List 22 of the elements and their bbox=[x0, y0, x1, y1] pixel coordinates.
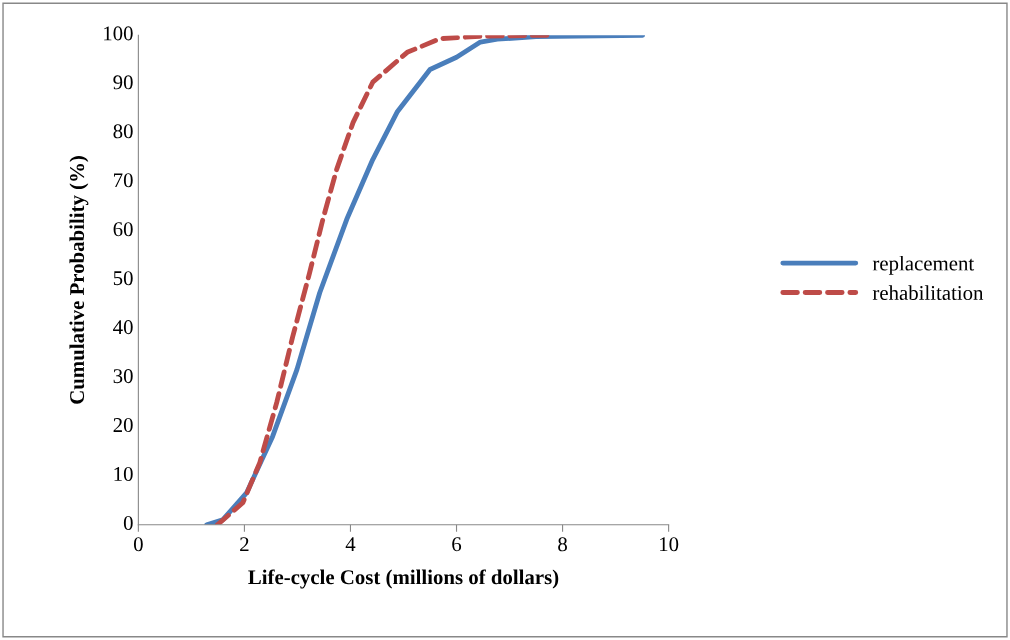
y-tick-label: 40 bbox=[113, 320, 133, 335]
x-tick-label: 6 bbox=[452, 537, 462, 552]
y-tick-label: 100 bbox=[104, 26, 133, 41]
y-tick-label: 20 bbox=[113, 418, 133, 433]
y-tick-label: 80 bbox=[113, 124, 133, 139]
x-axis-title: Life-cycle Cost (millions of dollars) bbox=[248, 569, 559, 589]
y-tick-label: 30 bbox=[113, 369, 133, 384]
line-series bbox=[214, 35, 550, 525]
legend-label: rehabilitation bbox=[872, 285, 984, 300]
y-tick-label: 70 bbox=[114, 173, 133, 188]
y-tick-label: 50 bbox=[113, 271, 133, 286]
y-tick-label: 10 bbox=[114, 467, 133, 482]
x-tick-label: 10 bbox=[660, 537, 679, 552]
x-tick-label: 2 bbox=[240, 537, 249, 552]
x-tick-label: 8 bbox=[558, 537, 567, 552]
x-tick-label: 4 bbox=[345, 537, 356, 552]
x-tick-label: 0 bbox=[133, 537, 143, 552]
legend-label: replacement bbox=[872, 255, 975, 275]
y-tick-label: 0 bbox=[123, 515, 133, 531]
y-tick-label: 90 bbox=[113, 75, 133, 90]
y-tick-label: 60 bbox=[113, 222, 133, 237]
y-axis-title: Cumulative Probability (%) bbox=[69, 156, 89, 404]
